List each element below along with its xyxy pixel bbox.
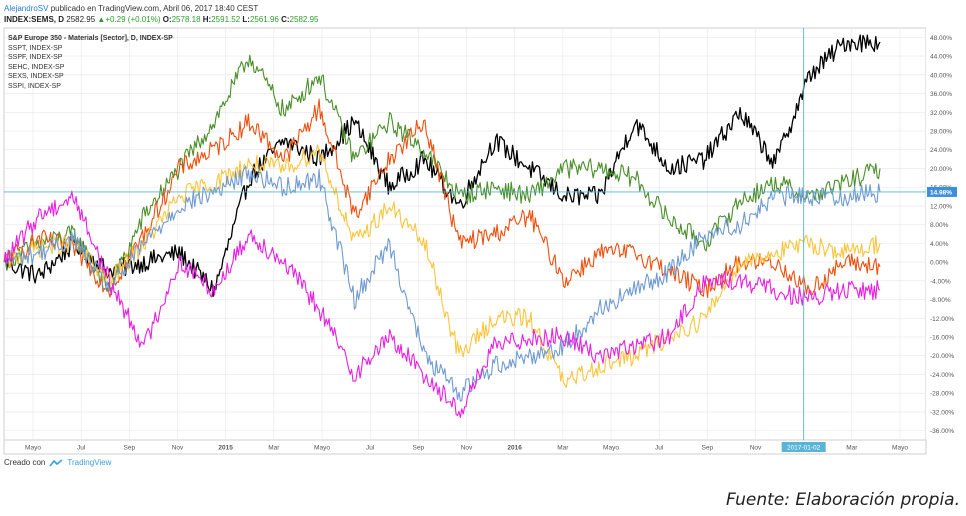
legend-item[interactable]: SSPI, INDEX-SP <box>8 82 61 90</box>
close-value: 2582.95 <box>289 15 319 24</box>
y-tick-label: -8.00% <box>930 297 951 304</box>
legend-item[interactable]: SSPF, INDEX-SP <box>8 54 63 62</box>
series-line <box>3 190 881 419</box>
y-axis-area <box>926 28 966 440</box>
last-price: 2582.95 <box>66 15 96 24</box>
x-tick-label: Mar <box>557 445 569 452</box>
publish-line: AlejandroSV publicado en TradingView.com… <box>4 4 258 13</box>
y-tick-label: 4.00% <box>930 241 949 248</box>
x-tick-label: Mayo <box>892 445 908 452</box>
y-tick-label: 0.00% <box>930 260 949 267</box>
x-tick-label: Mayo <box>603 445 619 452</box>
series-line <box>3 165 881 402</box>
close-label: C: <box>281 15 290 24</box>
legend-title: S&P Europe 350 - Materials [Sector], D, … <box>8 35 173 42</box>
y-tick-label: -4.00% <box>930 278 951 285</box>
crosshair-x-badge <box>781 442 826 452</box>
y-tick-label: -12.00% <box>930 316 954 323</box>
y-tick-label: 44.00% <box>930 54 952 61</box>
comparison-chart[interactable]: 48.00% 44.00% 40.00% 36.00% 32.00% 28.00% 24.0… <box>0 0 966 480</box>
source-note: Fuente: Elaboración propia. <box>726 490 960 510</box>
x-tick-label: Jul <box>655 445 664 452</box>
series-line <box>3 144 881 389</box>
x-tick-label: Nov <box>461 445 473 452</box>
tradingview-link[interactable]: TradingView <box>67 458 112 467</box>
x-tick-label: Mayo <box>25 445 41 452</box>
x-tick-label: Mar <box>268 445 280 452</box>
y-tick-label: 36.00% <box>930 91 952 98</box>
x-tick-label: Mar <box>846 445 858 452</box>
x-axis-area <box>3 439 927 455</box>
current-value-label: 14.98% <box>930 189 952 196</box>
current-value-badge <box>927 186 957 197</box>
footer: Creado con TradingView <box>4 458 111 467</box>
low-label: L: <box>242 15 250 24</box>
y-tick-label: 48.00% <box>930 35 952 42</box>
y-tick-label: -28.00% <box>930 391 954 398</box>
y-tick-label: 8.00% <box>930 222 949 229</box>
author-link[interactable]: AlejandroSV <box>4 4 49 13</box>
legend-item[interactable]: SEHC, INDEX-SP <box>8 63 65 71</box>
x-tick-label: Nov <box>172 445 184 452</box>
y-tick-label: 32.00% <box>930 110 952 117</box>
legend-item[interactable]: SEXS, INDEX-SP <box>8 73 64 81</box>
up-arrow-icon: ▲ <box>97 15 106 24</box>
x-tick-label: Jul <box>366 445 375 452</box>
price-change: +0.29 (+0.01%) <box>105 15 161 24</box>
x-tick-label: Sep <box>124 445 136 452</box>
chart-frame: AlejandroSV publicado en TradingView.com… <box>0 0 966 480</box>
high-label: H: <box>202 15 212 24</box>
x-tick-label: Nov <box>750 445 762 452</box>
x-tick-label: 2016 <box>507 445 522 452</box>
low-value: 2561.96 <box>249 15 279 24</box>
y-tick-label: -16.00% <box>930 335 954 342</box>
y-tick-label: -24.00% <box>930 372 954 379</box>
legend: S&P Europe 350 - Materials [Sector], D, … <box>8 34 173 92</box>
created-with-text: Creado con <box>4 458 46 467</box>
symbol-line: INDEX:SEMS, D 2582.95 ▲+0.29 (+0.01%) O:… <box>4 15 318 24</box>
x-tick-label: Sep <box>413 445 425 452</box>
symbol-label: INDEX:SEMS, D <box>4 15 65 24</box>
x-tick-label: Sep <box>702 445 714 452</box>
y-tick-label: 24.00% <box>930 147 952 154</box>
x-tick-label: 2017-01-02 <box>787 445 821 452</box>
tradingview-logo-icon <box>49 458 63 466</box>
legend-item[interactable]: SSPT, INDEX-SP <box>8 44 63 52</box>
open-label: O: <box>162 15 172 24</box>
open-value: 2578.18 <box>171 15 201 24</box>
y-tick-label: 28.00% <box>930 129 952 136</box>
y-tick-label: 20.00% <box>930 166 952 173</box>
y-tick-label: -20.00% <box>930 353 954 360</box>
x-tick-label: Jul <box>77 445 86 452</box>
publish-text: publicado en TradingView.com, Abril 06, … <box>48 4 259 13</box>
high-value: 2591.52 <box>211 15 241 24</box>
y-tick-label: -36.00% <box>930 428 954 435</box>
y-tick-label: 40.00% <box>930 72 952 79</box>
series-line <box>3 98 881 299</box>
x-tick-label: 2015 <box>218 445 233 452</box>
y-tick-label: 12.00% <box>930 203 952 210</box>
y-tick-label: -32.00% <box>930 409 954 416</box>
x-tick-label: Mayo <box>314 445 330 452</box>
